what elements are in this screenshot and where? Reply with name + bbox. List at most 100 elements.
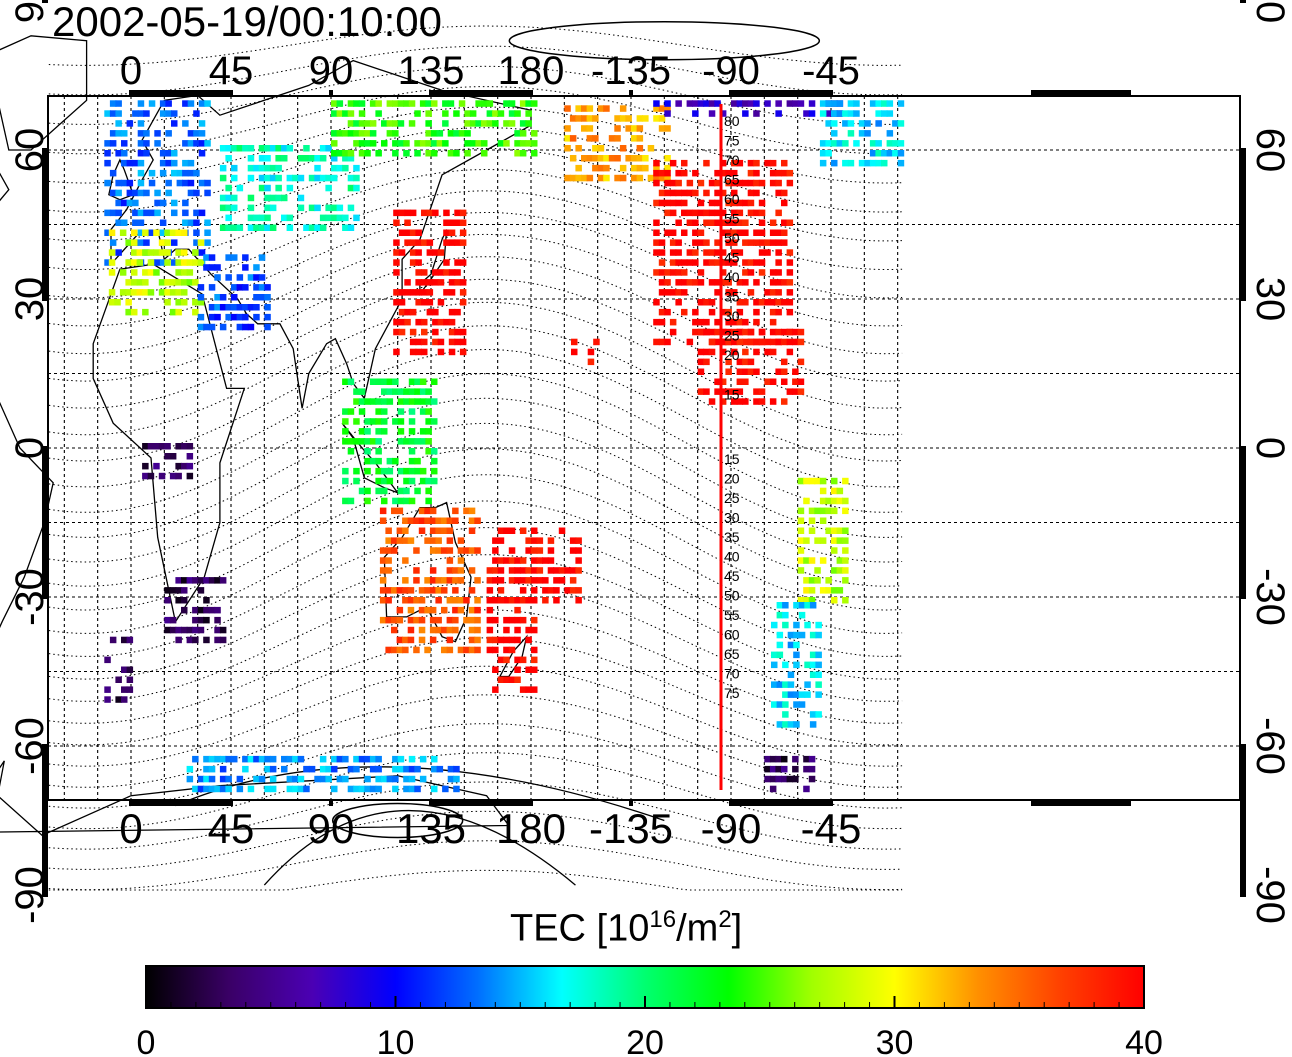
tec-cell bbox=[208, 323, 216, 331]
tec-cell bbox=[808, 527, 816, 534]
tec-cell bbox=[474, 606, 481, 614]
contour-label: 25 bbox=[724, 328, 740, 344]
eurasia-coast bbox=[110, 59, 532, 409]
tec-cell bbox=[825, 150, 832, 157]
tec-cell bbox=[203, 606, 210, 614]
tec-cell bbox=[553, 597, 560, 604]
tec-cell bbox=[758, 249, 766, 256]
tec-cell bbox=[457, 537, 465, 544]
tec-cell bbox=[758, 299, 766, 306]
tec-cell bbox=[514, 567, 521, 574]
tec-cell bbox=[869, 140, 877, 147]
tec-cell bbox=[814, 577, 821, 584]
tec-cell bbox=[165, 100, 172, 107]
tec-cell bbox=[575, 105, 582, 112]
tec-cell bbox=[831, 159, 838, 167]
tec-cell bbox=[247, 194, 255, 202]
tec-cell bbox=[379, 616, 387, 624]
tec-cell bbox=[731, 179, 738, 187]
tec-cell bbox=[264, 155, 271, 162]
tec-cell bbox=[426, 289, 434, 296]
tec-cell bbox=[731, 239, 738, 246]
tec-cell bbox=[391, 537, 398, 544]
mag-contour bbox=[48, 278, 903, 409]
tec-cell bbox=[675, 299, 682, 306]
tec-cell bbox=[187, 169, 195, 177]
tec-cell bbox=[425, 497, 432, 505]
tec-cell bbox=[775, 289, 782, 296]
tec-cell bbox=[108, 289, 116, 296]
tec-cell bbox=[781, 328, 788, 336]
tec-cell bbox=[119, 269, 127, 276]
tec-cell bbox=[658, 289, 666, 296]
tec-cell bbox=[776, 611, 784, 619]
tec-cell bbox=[415, 229, 422, 236]
tec-cell bbox=[418, 606, 426, 614]
tec-cell bbox=[769, 279, 777, 286]
tec-cell bbox=[264, 313, 271, 321]
tec-cell bbox=[531, 567, 538, 574]
tec-cell bbox=[664, 169, 671, 177]
tec-cell bbox=[825, 120, 832, 127]
contour-label: 35 bbox=[724, 529, 740, 545]
tec-cell bbox=[115, 249, 122, 256]
tec-cell bbox=[831, 120, 838, 127]
tec-cell bbox=[525, 686, 532, 693]
tec-cell bbox=[264, 294, 271, 301]
tec-cell bbox=[175, 587, 182, 594]
tec-cell bbox=[714, 338, 721, 346]
tec-cell bbox=[758, 388, 766, 395]
tec-cell bbox=[564, 135, 571, 142]
tec-cell bbox=[197, 616, 205, 624]
tec-cell bbox=[486, 597, 494, 604]
tec-cell bbox=[569, 567, 577, 574]
tec-cell bbox=[842, 497, 849, 505]
tec-cell bbox=[108, 259, 116, 266]
tec-cell bbox=[286, 184, 294, 192]
tec-cell bbox=[753, 189, 760, 197]
tec-cell bbox=[331, 130, 338, 137]
tec-cell bbox=[253, 214, 260, 222]
tec-cell bbox=[714, 199, 721, 207]
tec-cell bbox=[714, 279, 721, 286]
tec-cell bbox=[853, 100, 860, 107]
tec-cell bbox=[692, 110, 699, 117]
tec-cell bbox=[431, 755, 438, 763]
tec-cell bbox=[725, 388, 732, 395]
tec-cell bbox=[769, 169, 777, 177]
tec-cell bbox=[519, 527, 527, 534]
tec-cell bbox=[747, 179, 755, 187]
tec-cell bbox=[225, 274, 232, 281]
tec-cell bbox=[182, 140, 189, 147]
tec-cell bbox=[381, 775, 388, 783]
tec-cell bbox=[164, 279, 171, 286]
tec-cell bbox=[347, 155, 355, 162]
tec-cell bbox=[675, 219, 682, 226]
tec-cell bbox=[424, 517, 431, 524]
tec-cell bbox=[725, 239, 732, 246]
tec-cell bbox=[764, 249, 771, 256]
tec-cell bbox=[575, 587, 582, 594]
tec-cell bbox=[542, 557, 549, 564]
tec-cell bbox=[159, 100, 167, 107]
tec-cell bbox=[225, 145, 232, 152]
tec-cell bbox=[686, 279, 694, 286]
tec-cell bbox=[186, 626, 194, 634]
tec-cell bbox=[454, 269, 461, 276]
tec-cell bbox=[115, 120, 122, 127]
tec-cell bbox=[825, 110, 832, 117]
tec-cell bbox=[459, 239, 467, 246]
tec-cell bbox=[514, 676, 521, 683]
tec-cell bbox=[219, 775, 227, 783]
tec-cell bbox=[453, 775, 460, 783]
tec-cell bbox=[369, 398, 377, 405]
tec-cell bbox=[747, 289, 755, 296]
tec-cell bbox=[347, 184, 355, 192]
tec-cell bbox=[386, 120, 394, 127]
tec-cell bbox=[136, 249, 144, 256]
tec-cell bbox=[447, 150, 455, 157]
tec-cell bbox=[681, 289, 688, 296]
tec-cell bbox=[181, 279, 188, 286]
mag-contour bbox=[48, 127, 903, 213]
tec-cell bbox=[331, 204, 338, 212]
